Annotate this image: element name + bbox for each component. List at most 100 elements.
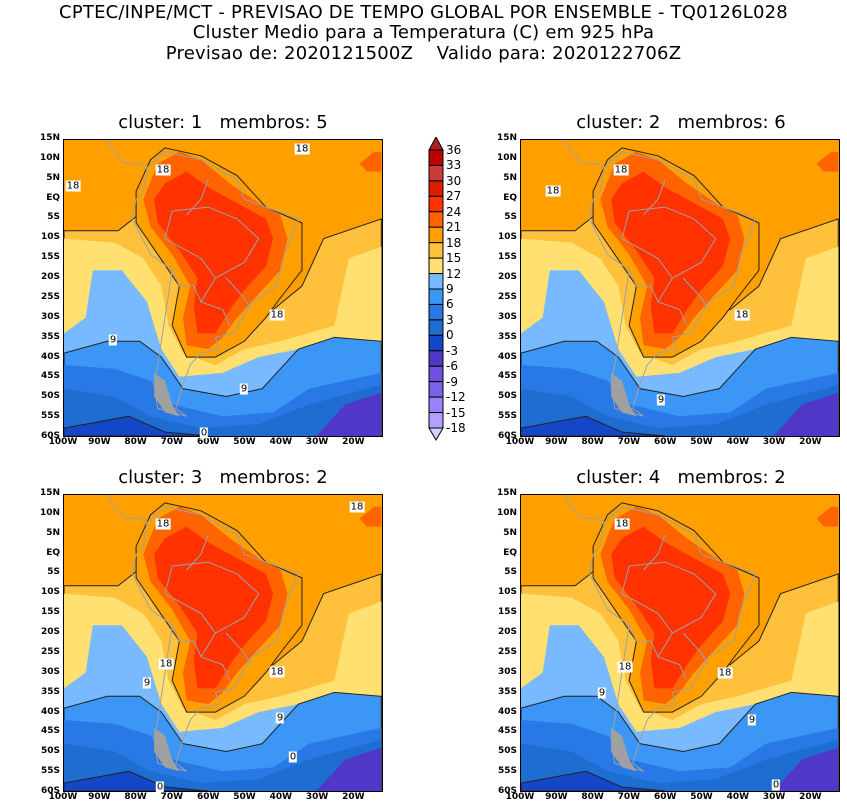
- lat-tick-label: 10S: [40, 587, 60, 598]
- panel-4-title: cluster: 4 membros: 2: [576, 467, 786, 488]
- colorbar-label: 12: [446, 266, 462, 281]
- temp-18-21-ocean-ne: [816, 506, 839, 527]
- country-border: [644, 534, 666, 570]
- lat-tick-label: 35S: [497, 331, 517, 342]
- colorbar-bin: [428, 319, 444, 336]
- lon-tick-label: 20W: [799, 792, 822, 802]
- colorbar-label: 24: [446, 204, 462, 219]
- lat-tick-label: 50S: [40, 391, 60, 402]
- lat-tick-label: 5N: [503, 527, 517, 538]
- temperature-field: [64, 140, 382, 436]
- colorbar-label: 0: [446, 328, 454, 343]
- country-border: [683, 278, 708, 310]
- lon-tick-label: 40W: [726, 792, 750, 802]
- lat-tick-label: 60S: [40, 431, 60, 441]
- lon-tick-label: 50W: [690, 792, 713, 802]
- lon-tick-label: 40W: [269, 792, 293, 802]
- lat-tick-label: 55S: [40, 766, 60, 777]
- lat-tick-label: 5N: [46, 172, 60, 183]
- lon-tick-label: 30W: [762, 437, 786, 447]
- contour-label: 0: [155, 781, 165, 793]
- colorbar-bin: [428, 195, 444, 213]
- lat-tick-label: 45S: [40, 371, 60, 382]
- country-border: [629, 625, 658, 657]
- country-border: [622, 211, 672, 278]
- colorbar-label: 18: [446, 235, 462, 250]
- lon-tick-label: 100W: [505, 437, 535, 447]
- temperature-field: [521, 140, 839, 436]
- colorbar-label: 30: [446, 173, 462, 188]
- lon-tick-label: 20W: [342, 437, 365, 447]
- contour-label: 18: [158, 658, 174, 670]
- colorbar-bin: [428, 242, 444, 259]
- temp-18-21-ocean-ne: [816, 151, 839, 172]
- lon-tick-label: 90W: [545, 437, 568, 447]
- temperature-field: [64, 495, 382, 791]
- lon-tick-label: 60W: [196, 437, 220, 447]
- lat-tick-label: 20S: [40, 627, 60, 638]
- lon-tick-label: 20W: [342, 792, 365, 802]
- lat-tick-label: 25S: [40, 291, 60, 302]
- contour-label: 18: [717, 667, 733, 679]
- lat-tick-label: 15S: [40, 252, 60, 263]
- contour-label: 18: [269, 309, 285, 321]
- lat-tick-label: 55S: [497, 766, 517, 777]
- colorbar-label: -9: [446, 374, 458, 389]
- temp-minus3-0: [64, 416, 208, 436]
- country-border: [165, 566, 215, 633]
- lat-tick-label: 25S: [497, 291, 517, 302]
- lat-tick-label: 10N: [496, 507, 517, 518]
- contour-label: 9: [239, 383, 249, 395]
- lon-tick-label: 40W: [269, 437, 293, 447]
- lon-tick-label: 80W: [124, 792, 147, 802]
- lat-tick-label: 50S: [497, 391, 517, 402]
- colorbar-bin: [428, 226, 444, 244]
- lon-tick-label: 30W: [305, 792, 329, 802]
- contour-label: 9: [597, 687, 607, 699]
- temp-18-21-ocean-ne: [359, 506, 382, 527]
- lat-tick-label: 50S: [40, 746, 60, 757]
- lon-tick-label: 90W: [88, 437, 111, 447]
- contour-label: 9: [747, 714, 757, 726]
- panel-3-map: [63, 494, 383, 792]
- country-border: [172, 625, 201, 657]
- lat-tick-label: EQ: [46, 547, 60, 558]
- lat-tick-label: 40S: [40, 351, 60, 362]
- lat-tick-label: 40S: [497, 706, 517, 717]
- country-border: [622, 566, 672, 633]
- colorbar: [428, 137, 444, 441]
- country-border: [187, 534, 209, 570]
- lon-tick-label: 50W: [233, 437, 256, 447]
- panel-2-title: cluster: 2 membros: 6: [576, 112, 786, 133]
- country-border: [172, 207, 259, 325]
- lon-tick-label: 100W: [48, 437, 78, 447]
- lat-tick-label: 15N: [496, 133, 517, 143]
- colorbar-min-triangle: [428, 427, 444, 441]
- colorbar-bin: [428, 149, 444, 166]
- lon-tick-label: 30W: [762, 792, 786, 802]
- lat-tick-label: 40S: [497, 351, 517, 362]
- lat-tick-label: 45S: [497, 726, 517, 737]
- colorbar-bin: [428, 365, 444, 383]
- lat-tick-label: 40S: [40, 706, 60, 717]
- lat-tick-label: 5S: [504, 212, 517, 223]
- contour-label: 0: [771, 779, 781, 791]
- contour-label: 9: [108, 334, 118, 346]
- lon-tick-label: 50W: [233, 792, 256, 802]
- colorbar-label: -18: [446, 421, 466, 435]
- contour-label: 9: [656, 394, 666, 406]
- colorbar-bin: [428, 288, 444, 305]
- country-border: [172, 562, 259, 680]
- contour-label: 0: [288, 751, 298, 763]
- country-border: [165, 211, 215, 278]
- lat-tick-label: 25S: [40, 646, 60, 657]
- lat-tick-label: 20S: [497, 272, 517, 283]
- forecast-dates: Previsao de: 2020121500Z Valido para: 20…: [165, 43, 682, 64]
- lon-tick-label: 60W: [653, 437, 677, 447]
- lat-tick-label: 35S: [497, 686, 517, 697]
- contour-label: 9: [275, 712, 285, 724]
- patagonia-islands: [154, 372, 180, 417]
- temp-minus6-minus3: [316, 392, 382, 436]
- colorbar-label: 33: [446, 158, 462, 173]
- lat-tick-label: 35S: [40, 686, 60, 697]
